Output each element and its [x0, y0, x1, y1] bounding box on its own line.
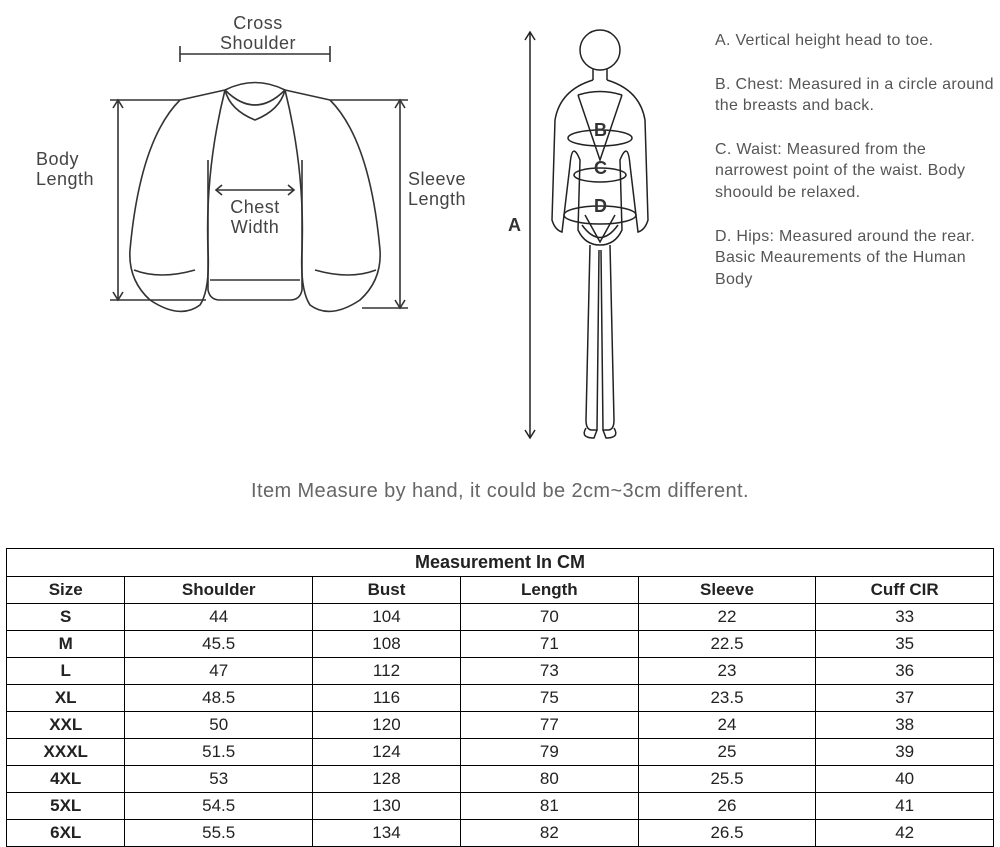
table-cell: 50	[125, 712, 313, 739]
body-diagram: A B C D	[500, 20, 700, 450]
table-cell: 47	[125, 658, 313, 685]
body-letter-b: B	[594, 120, 607, 141]
table-cell: 55.5	[125, 820, 313, 847]
table-header-row: SizeShoulderBustLengthSleeveCuff CIR	[7, 577, 994, 604]
table-cell: 75	[461, 685, 639, 712]
table-cell: 6XL	[7, 820, 125, 847]
table-cell: 44	[125, 604, 313, 631]
body-letter-c: C	[594, 158, 607, 179]
table-cell: 108	[312, 631, 460, 658]
table-cell: M	[7, 631, 125, 658]
table-cell: 48.5	[125, 685, 313, 712]
table-column-header: Length	[461, 577, 639, 604]
table-cell: 4XL	[7, 766, 125, 793]
table-cell: 128	[312, 766, 460, 793]
legend-b: B. Chest: Measured in a circle around th…	[715, 74, 995, 117]
table-cell: 23	[638, 658, 816, 685]
table-cell: L	[7, 658, 125, 685]
table-row: M45.51087122.535	[7, 631, 994, 658]
table-column-header: Shoulder	[125, 577, 313, 604]
table-cell: 45.5	[125, 631, 313, 658]
table-title: Measurement In CM	[7, 549, 994, 577]
table-cell: 80	[461, 766, 639, 793]
legend-d: D. Hips: Measured around the rear. Basic…	[715, 226, 995, 291]
table-cell: 124	[312, 739, 460, 766]
table-column-header: Size	[7, 577, 125, 604]
table-cell: 22.5	[638, 631, 816, 658]
shirt-svg	[30, 20, 470, 360]
body-svg	[500, 20, 700, 450]
table-cell: 5XL	[7, 793, 125, 820]
table-cell: XXL	[7, 712, 125, 739]
table-cell: 81	[461, 793, 639, 820]
label-chest-width: ChestWidth	[220, 198, 290, 238]
table-cell: 73	[461, 658, 639, 685]
table-row: S44104702233	[7, 604, 994, 631]
table-cell: 42	[816, 820, 994, 847]
label-body-length: BodyLength	[36, 150, 116, 190]
table-cell: XXXL	[7, 739, 125, 766]
table-cell: 77	[461, 712, 639, 739]
label-cross-shoulder: CrossShoulder	[208, 14, 308, 54]
table-cell: 33	[816, 604, 994, 631]
table-cell: 71	[461, 631, 639, 658]
table-cell: 51.5	[125, 739, 313, 766]
body-letter-a: A	[508, 215, 521, 236]
table-row: XXXL51.5124792539	[7, 739, 994, 766]
table-cell: 112	[312, 658, 460, 685]
measurement-legend: A. Vertical height head to toe. B. Chest…	[715, 30, 995, 312]
table-cell: 79	[461, 739, 639, 766]
diagrams-region: CrossShoulder BodyLength ChestWidth Slee…	[0, 0, 1000, 460]
legend-c: C. Waist: Measured from the narrowest po…	[715, 139, 995, 204]
size-table: Measurement In CM SizeShoulderBustLength…	[6, 548, 994, 847]
table-cell: 38	[816, 712, 994, 739]
table-cell: 26.5	[638, 820, 816, 847]
table-column-header: Cuff CIR	[816, 577, 994, 604]
table-cell: 130	[312, 793, 460, 820]
table-cell: 116	[312, 685, 460, 712]
table-cell: 26	[638, 793, 816, 820]
table-cell: 70	[461, 604, 639, 631]
table-cell: 36	[816, 658, 994, 685]
table-row: L47112732336	[7, 658, 994, 685]
measurement-note: Item Measure by hand, it could be 2cm~3c…	[0, 480, 1000, 503]
table-row: XL48.51167523.537	[7, 685, 994, 712]
table-row: XXL50120772438	[7, 712, 994, 739]
table-cell: 25	[638, 739, 816, 766]
table-cell: XL	[7, 685, 125, 712]
table-cell: 23.5	[638, 685, 816, 712]
table-row: 6XL55.51348226.542	[7, 820, 994, 847]
table-column-header: Bust	[312, 577, 460, 604]
table-cell: 24	[638, 712, 816, 739]
table-cell: 39	[816, 739, 994, 766]
table-cell: 53	[125, 766, 313, 793]
table-cell: 37	[816, 685, 994, 712]
table-cell: 104	[312, 604, 460, 631]
body-letter-d: D	[594, 196, 607, 217]
table-cell: 22	[638, 604, 816, 631]
table-cell: 25.5	[638, 766, 816, 793]
table-row: 5XL54.5130812641	[7, 793, 994, 820]
shirt-diagram: CrossShoulder BodyLength ChestWidth Slee…	[30, 20, 470, 360]
table-cell: 54.5	[125, 793, 313, 820]
table-cell: 120	[312, 712, 460, 739]
label-sleeve-length: SleeveLength	[408, 170, 478, 210]
table-cell: 134	[312, 820, 460, 847]
table-cell: 40	[816, 766, 994, 793]
legend-a: A. Vertical height head to toe.	[715, 30, 995, 52]
table-body: S44104702233M45.51087122.535L47112732336…	[7, 604, 994, 847]
table-cell: S	[7, 604, 125, 631]
table-cell: 35	[816, 631, 994, 658]
table-row: 4XL531288025.540	[7, 766, 994, 793]
table-cell: 82	[461, 820, 639, 847]
table-cell: 41	[816, 793, 994, 820]
table-column-header: Sleeve	[638, 577, 816, 604]
